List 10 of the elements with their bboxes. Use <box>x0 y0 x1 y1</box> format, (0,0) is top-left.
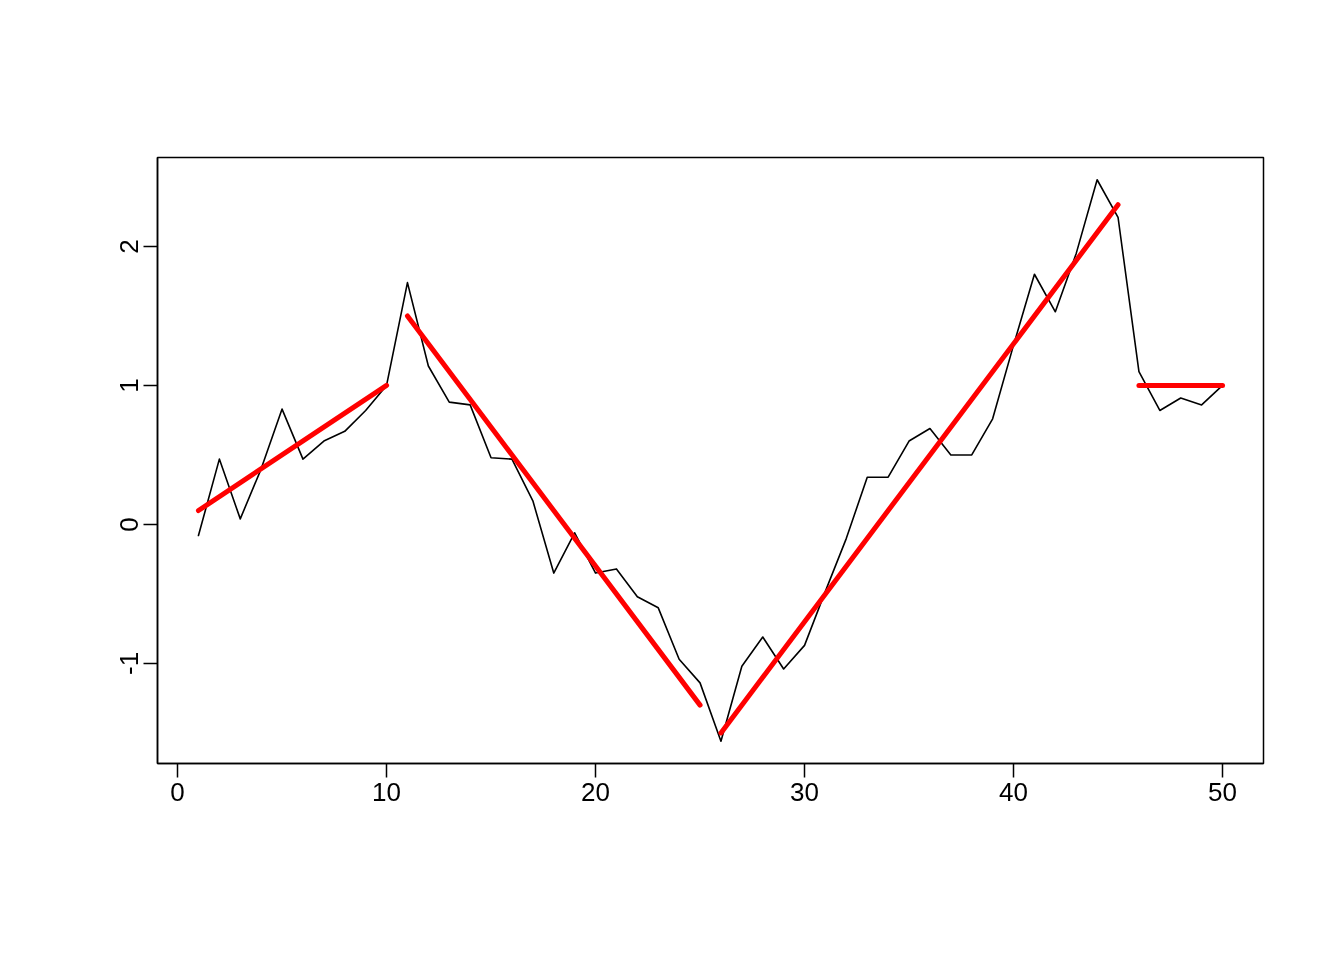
y-tick-label: 0 <box>114 517 145 532</box>
x-tick-label: 30 <box>790 776 820 807</box>
y-tick-label: 1 <box>114 378 145 393</box>
x-tick-label: 40 <box>999 776 1028 807</box>
x-tick-label: 0 <box>170 776 185 807</box>
x-tick-label: 50 <box>1208 776 1237 807</box>
x-tick-label: 20 <box>581 776 611 807</box>
x-tick-label: 10 <box>372 776 402 807</box>
y-tick-label: -1 <box>114 651 145 675</box>
y-tick-label: 2 <box>114 239 145 254</box>
